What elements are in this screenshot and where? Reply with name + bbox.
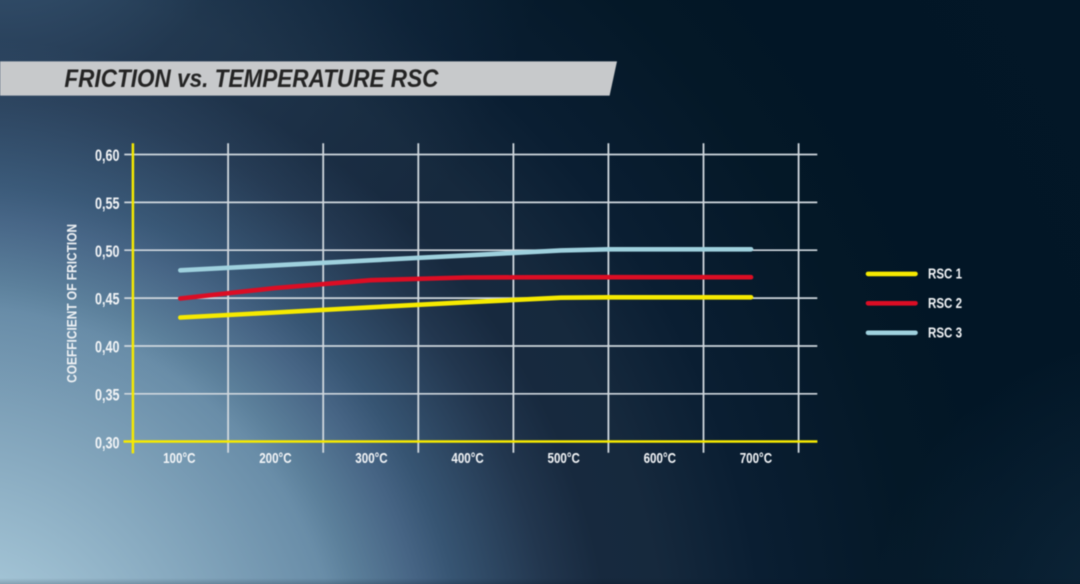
svg-text:100°C: 100°C: [163, 450, 196, 467]
svg-text:400°C: 400°C: [451, 450, 484, 467]
svg-text:300°C: 300°C: [355, 450, 388, 467]
svg-text:0,30: 0,30: [95, 434, 120, 452]
svg-text:RSC 1: RSC 1: [928, 267, 962, 283]
svg-text:0,45: 0,45: [95, 291, 120, 309]
svg-text:RSC 2: RSC 2: [928, 296, 962, 312]
svg-text:700°C: 700°C: [740, 450, 773, 467]
svg-text:600°C: 600°C: [644, 450, 677, 467]
svg-text:COEFFICIENT OF FRICTION: COEFFICIENT OF FRICTION: [63, 224, 79, 383]
svg-text:0,55: 0,55: [95, 195, 120, 213]
svg-text:0,60: 0,60: [95, 147, 120, 165]
svg-text:FRICTION vs. TEMPERATURE RSC: FRICTION vs. TEMPERATURE RSC: [64, 65, 439, 93]
svg-text:200°C: 200°C: [259, 450, 292, 467]
svg-text:0,40: 0,40: [95, 339, 120, 357]
svg-text:0,50: 0,50: [95, 243, 120, 261]
svg-text:RSC 3: RSC 3: [928, 326, 962, 342]
svg-text:500°C: 500°C: [548, 450, 581, 467]
svg-text:0,35: 0,35: [95, 387, 120, 405]
